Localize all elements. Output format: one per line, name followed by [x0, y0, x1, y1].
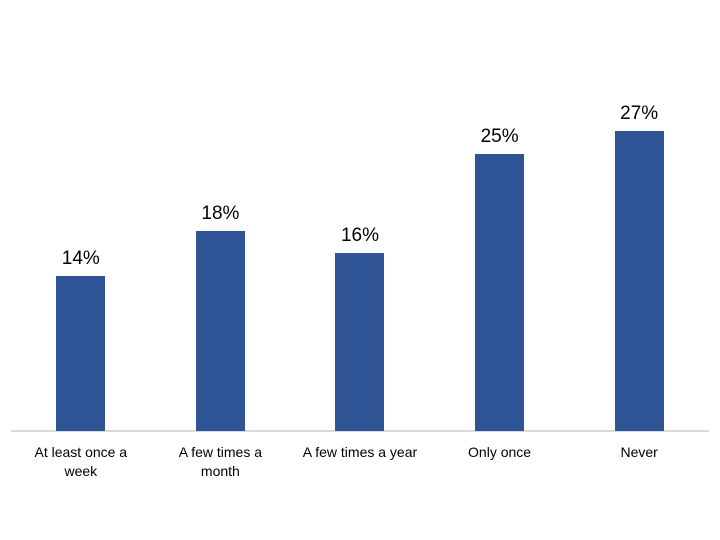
bar-value-label: 16% [340, 225, 379, 247]
category-label: At least once a week [34, 444, 128, 479]
bar-group: 25% [430, 0, 570, 431]
bar-value-label: 27% [620, 103, 659, 125]
bar-group: 14% [11, 0, 151, 431]
bar-value-label: 14% [61, 247, 100, 269]
x-axis-line [11, 430, 709, 432]
bar-group: 18% [151, 0, 291, 431]
bar-group: 27% [569, 0, 709, 431]
bar-value-label: 25% [480, 125, 519, 147]
bar-group: 16% [290, 0, 430, 431]
bar [335, 253, 385, 431]
bars-container: 14% 18% 16% 25% 27% [11, 0, 709, 431]
category-label: Never [620, 444, 658, 460]
category-axis-labels: At least once a week A few times a month A… [11, 443, 709, 481]
bar [56, 275, 106, 431]
bar [614, 131, 664, 431]
category-label: A few times a year [302, 444, 418, 460]
bar [475, 153, 525, 431]
bar-value-label: 18% [201, 203, 240, 225]
bar [195, 231, 245, 431]
plot-area: 14% 18% 16% 25% 27% [11, 0, 709, 431]
category-label: Only once [468, 444, 532, 460]
category-label: A few times a month [178, 444, 263, 479]
